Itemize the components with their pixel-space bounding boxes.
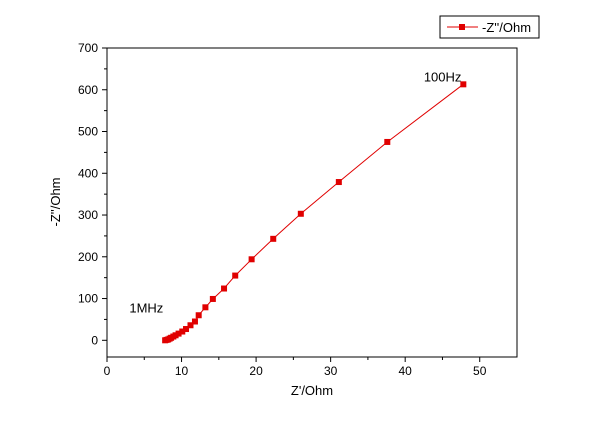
data-point <box>460 81 467 88</box>
x-tick-label: 50 <box>473 364 487 378</box>
data-point <box>232 272 239 279</box>
annotation-label: 100Hz <box>424 69 462 84</box>
x-tick-label: 30 <box>324 364 338 378</box>
y-axis: 0 100 200 300 400 500 600 700 <box>78 41 107 347</box>
x-tick-label: 40 <box>399 364 413 378</box>
y-tick-label: 500 <box>78 125 98 139</box>
data-point <box>202 304 209 311</box>
data-point <box>221 285 228 292</box>
x-axis-label: Z'/Ohm <box>291 383 333 398</box>
annotation-label: 1MHz <box>129 300 163 315</box>
x-tick-label: 20 <box>249 364 263 378</box>
data-point <box>209 295 216 302</box>
data-point <box>248 256 255 263</box>
data-point <box>183 326 190 333</box>
data-point <box>195 312 202 319</box>
data-point <box>297 210 304 217</box>
data-point <box>335 179 342 186</box>
data-point <box>270 235 277 242</box>
data-point <box>191 318 198 325</box>
y-tick-label: 700 <box>78 41 98 55</box>
annotation-layer: 1MHz 100Hz <box>129 69 461 315</box>
data-point <box>384 138 391 145</box>
y-tick-label: 0 <box>91 333 98 347</box>
y-tick-label: 600 <box>78 83 98 97</box>
y-tick-label: 300 <box>78 208 98 222</box>
y-tick-label: 100 <box>78 292 98 306</box>
legend: -Z''/Ohm <box>439 15 540 39</box>
y-tick-label: 400 <box>78 166 98 180</box>
plot-frame <box>106 47 518 358</box>
legend-label: -Z''/Ohm <box>482 20 531 35</box>
data-point <box>179 328 186 335</box>
series-layer <box>162 81 467 344</box>
legend-marker <box>459 24 465 30</box>
x-axis: 0 10 20 30 40 50 <box>104 357 487 378</box>
data-point <box>175 330 182 337</box>
legend-box <box>439 15 540 39</box>
x-tick-label: 10 <box>175 364 189 378</box>
series-line <box>164 83 464 341</box>
data-point <box>187 322 194 329</box>
y-tick-label: 200 <box>78 250 98 264</box>
x-tick-label: 0 <box>104 364 111 378</box>
y-axis-label: -Z''/Ohm <box>48 177 63 226</box>
